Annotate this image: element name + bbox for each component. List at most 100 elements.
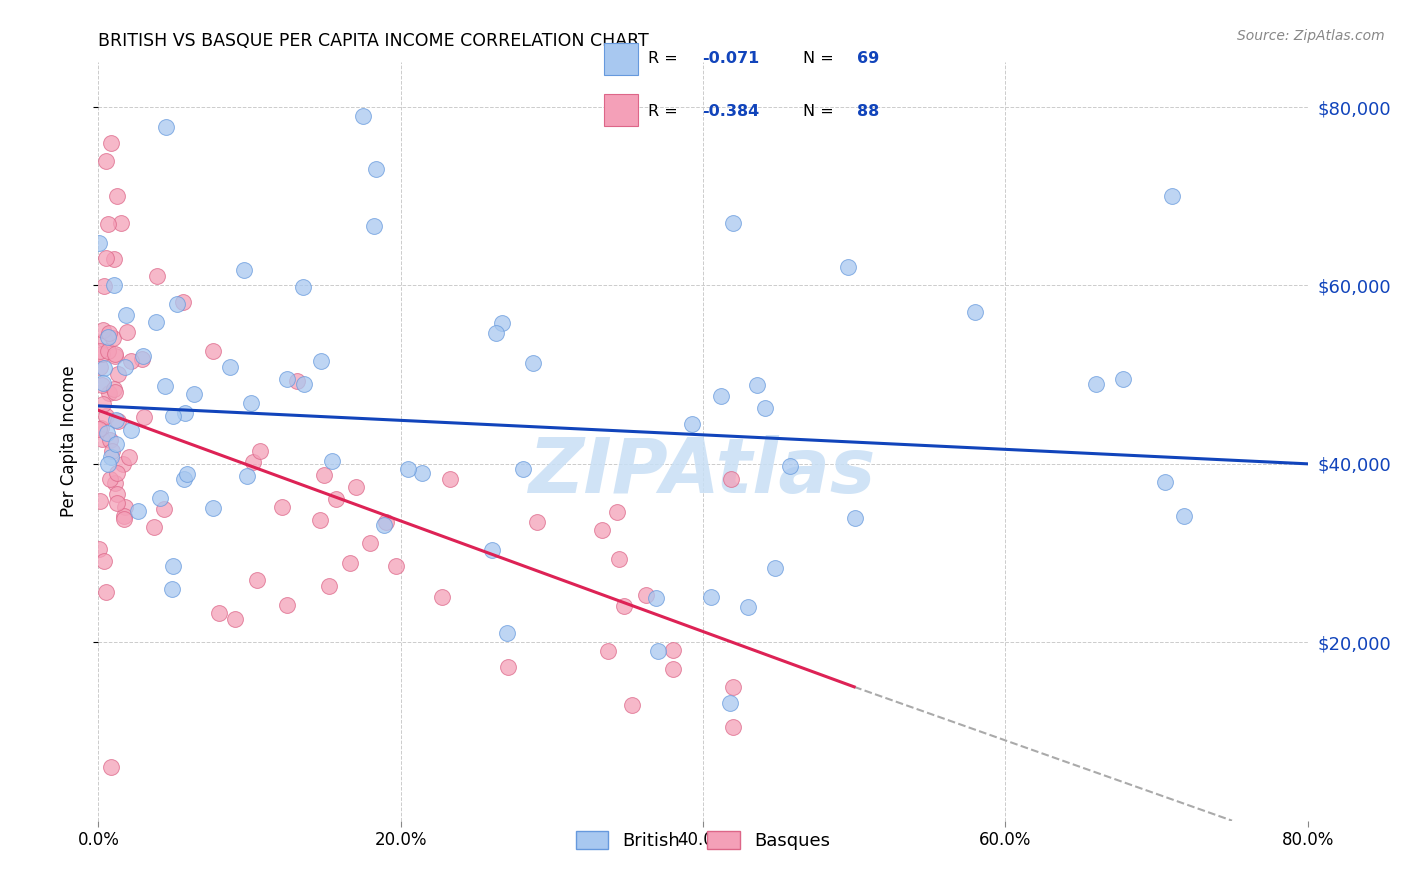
Point (160, 582, 183, 597)
Point (100, 450, 122, 464)
Point (522, 356, 544, 370)
Point (176, 467, 198, 482)
Point (91, 376, 114, 391)
Point (93, 279, 115, 293)
Point (396, 462, 419, 476)
Text: N =: N = (803, 103, 839, 119)
Point (162, 558, 184, 573)
Point (246, 573, 269, 587)
Point (132, 350, 155, 364)
Point (312, 467, 335, 482)
Point (634, 588, 657, 602)
Point (606, 505, 628, 519)
Point (491, 316, 513, 330)
Point (100, 136, 122, 150)
Point (115, 325, 138, 339)
Point (837, 260, 859, 274)
Point (97, 326, 120, 341)
Point (105, 437, 128, 451)
Point (94, 585, 117, 599)
Point (94, 153, 117, 168)
Point (208, 607, 231, 621)
Point (366, 161, 388, 176)
Point (91, 323, 114, 337)
Point (385, 558, 408, 573)
Bar (605, 43, 638, 76)
Point (90, 347, 112, 361)
Point (94, 333, 117, 347)
Point (105, 413, 128, 427)
Point (97, 457, 120, 471)
Point (363, 219, 385, 233)
Point (485, 326, 508, 341)
Point (127, 504, 149, 518)
Point (374, 516, 396, 530)
Point (145, 315, 167, 329)
Point (89, 494, 111, 508)
Point (91, 397, 114, 411)
Point (87, 236, 110, 251)
Point (107, 367, 129, 381)
Point (613, 599, 636, 613)
Point (91, 378, 114, 392)
Point (1085, 376, 1108, 391)
Point (344, 480, 367, 494)
Text: 88: 88 (858, 103, 879, 119)
Point (96, 409, 118, 423)
Point (114, 359, 136, 374)
Point (681, 417, 703, 432)
Point (111, 457, 134, 471)
Point (105, 487, 128, 501)
Point (172, 295, 194, 310)
Point (91, 432, 114, 446)
Point (115, 309, 138, 323)
Point (101, 331, 124, 345)
Bar (605, 94, 638, 127)
Point (105, 189, 128, 203)
Point (644, 591, 666, 606)
Point (146, 269, 169, 284)
Point (98, 385, 121, 400)
Point (104, 384, 127, 399)
Point (965, 305, 987, 319)
Point (131, 351, 153, 366)
Point (104, 346, 127, 360)
Point (373, 518, 395, 533)
Point (276, 598, 298, 612)
Point (105, 466, 128, 480)
Text: -0.384: -0.384 (702, 103, 759, 119)
Point (700, 590, 723, 604)
Point (292, 376, 315, 391)
Point (309, 354, 332, 368)
Point (321, 454, 343, 468)
Point (737, 599, 759, 614)
Point (114, 512, 136, 526)
Point (495, 626, 517, 640)
Point (104, 476, 127, 491)
Text: R =: R = (648, 103, 683, 119)
Point (224, 612, 246, 626)
Point (201, 501, 224, 516)
Point (661, 662, 683, 676)
Point (219, 360, 242, 375)
Point (285, 374, 308, 388)
Point (166, 297, 188, 311)
Point (754, 401, 776, 415)
Point (430, 590, 453, 604)
Text: BRITISH VS BASQUE PER CAPITA INCOME CORRELATION CHART: BRITISH VS BASQUE PER CAPITA INCOME CORR… (98, 32, 650, 50)
Point (352, 109, 374, 123)
Point (591, 523, 613, 537)
Point (512, 462, 534, 476)
Point (93, 361, 115, 376)
Point (112, 509, 135, 524)
Point (183, 386, 205, 401)
Point (105, 496, 128, 510)
Point (718, 696, 741, 710)
Point (98, 472, 121, 486)
Point (173, 472, 195, 486)
Point (621, 698, 644, 712)
Point (110, 216, 132, 230)
Point (271, 500, 294, 515)
Point (103, 252, 125, 266)
Text: R =: R = (648, 51, 683, 66)
